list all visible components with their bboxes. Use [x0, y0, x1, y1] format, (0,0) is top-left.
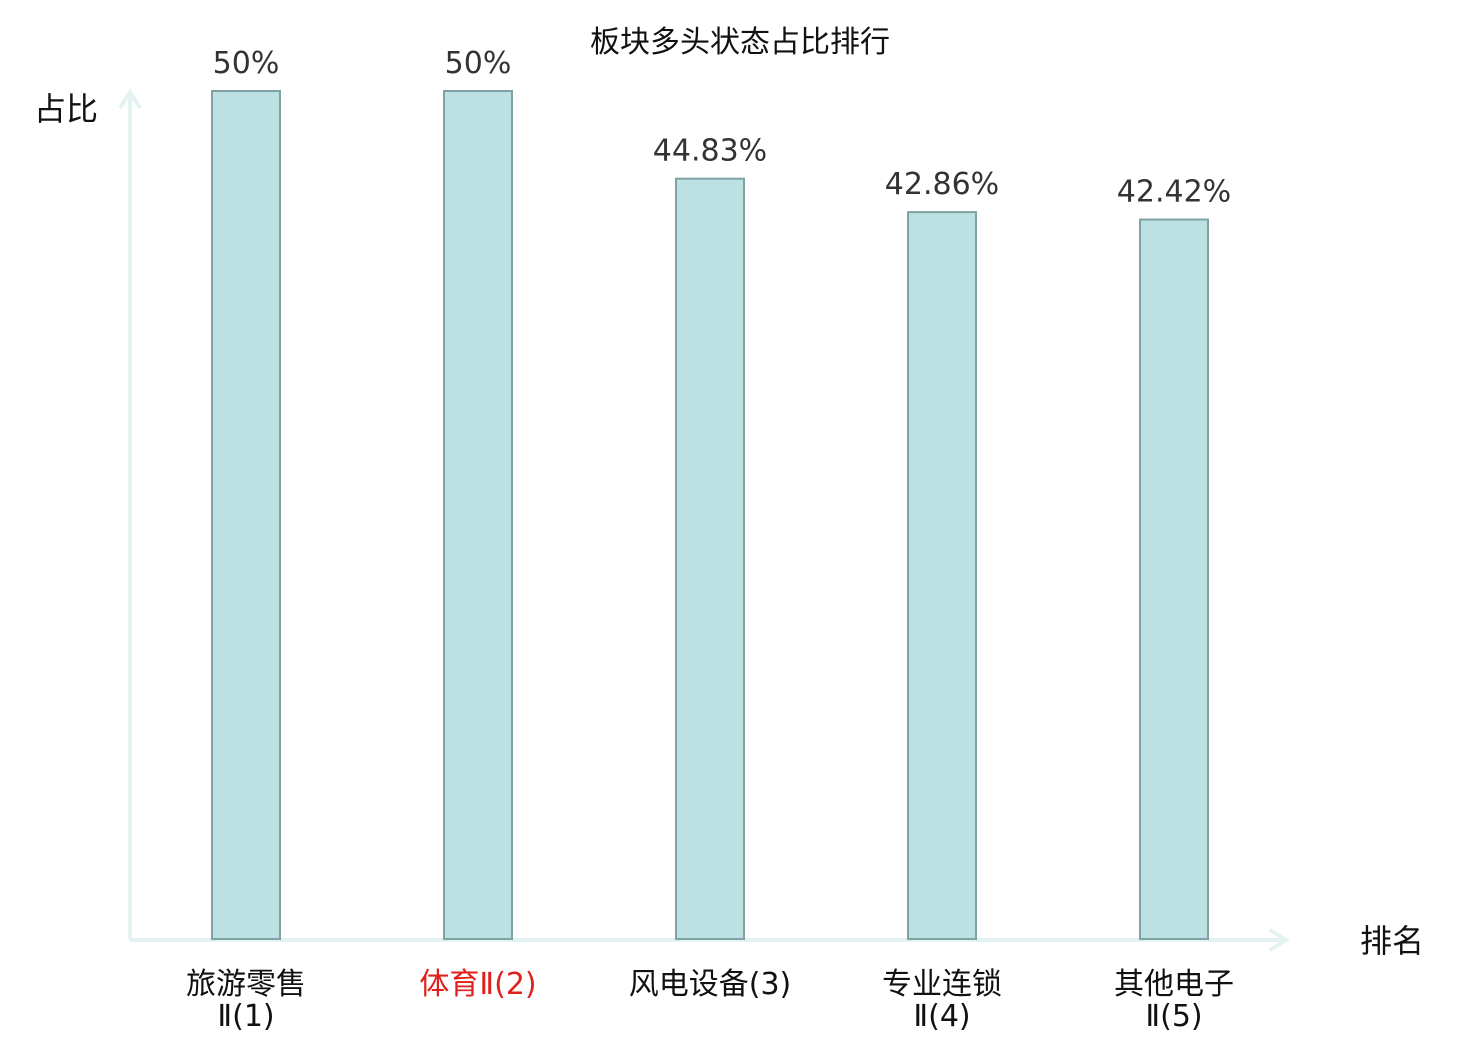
value-label-4: 42.86% — [885, 167, 999, 202]
bar-2 — [443, 90, 513, 940]
bar-5 — [1139, 218, 1209, 940]
bar-4 — [907, 211, 977, 940]
category-label-5: 其他电子 — [1114, 967, 1234, 1002]
value-labels-group: 50% 50% 44.83% 42.86% 42.42% — [213, 46, 1232, 210]
x-axis — [130, 928, 1290, 952]
value-label-5: 42.42% — [1117, 175, 1231, 210]
value-label-1: 50% — [213, 46, 280, 81]
bars-group — [211, 90, 1209, 940]
category-label-3: 风电设备(3) — [629, 967, 792, 1002]
category-label-2: 体育Ⅱ(2) — [419, 967, 536, 1002]
value-label-2: 50% — [445, 46, 512, 81]
y-axis-label: 占比 — [34, 90, 98, 128]
category-label-5-line2: Ⅱ(5) — [1145, 999, 1202, 1034]
y-axis — [118, 88, 142, 940]
bar-1 — [211, 90, 281, 940]
chart-title: 板块多头状态占比排行 — [590, 25, 890, 60]
x-axis-label: 排名 — [1360, 922, 1424, 960]
bar-3 — [675, 177, 745, 940]
category-label-4: 专业连锁 — [882, 967, 1002, 1002]
category-label-1: 旅游零售 — [186, 967, 306, 1002]
y-axis-arrowhead — [118, 88, 142, 110]
value-label-3: 44.83% — [653, 134, 767, 169]
x-axis-arrowhead — [1268, 928, 1290, 952]
category-label-4-line2: Ⅱ(4) — [913, 999, 970, 1034]
category-label-1-line2: Ⅱ(1) — [217, 999, 274, 1034]
